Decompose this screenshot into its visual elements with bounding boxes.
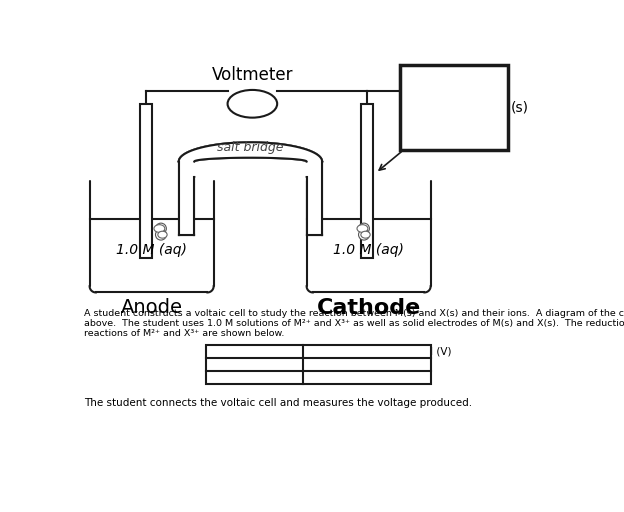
Ellipse shape [357, 225, 368, 232]
Circle shape [155, 223, 167, 234]
Text: +1.80: +1.80 [309, 373, 341, 382]
Text: 1.0 M (aq): 1.0 M (aq) [333, 243, 404, 257]
Text: 1.0 M (aq): 1.0 M (aq) [116, 243, 187, 257]
Circle shape [359, 229, 369, 240]
Bar [140, 104, 152, 258]
Text: Cathode: Cathode [316, 298, 421, 318]
Text: Voltmeter: Voltmeter [212, 66, 293, 84]
Circle shape [359, 223, 369, 234]
Bar [206, 345, 431, 384]
Bar [361, 104, 373, 258]
Ellipse shape [228, 90, 277, 118]
Text: (s): (s) [510, 101, 529, 115]
Text: reactions of M²⁺ and X³⁺ are shown below.: reactions of M²⁺ and X³⁺ are shown below… [84, 329, 285, 338]
Text: salt bridge: salt bridge [217, 141, 284, 154]
Text: −0.35: −0.35 [309, 359, 341, 370]
Ellipse shape [158, 231, 167, 238]
Text: Reduction reaction: Reduction reaction [205, 346, 303, 356]
Text: M²⁺ + 2 e⁻ → M(s): M²⁺ + 2 e⁻ → M(s) [210, 359, 303, 370]
Polygon shape [178, 142, 322, 234]
Text: above.  The student uses 1.0 M solutions of M²⁺ and X³⁺ as well as solid electro: above. The student uses 1.0 M solutions … [84, 319, 624, 328]
Bar [399, 66, 508, 150]
Ellipse shape [361, 231, 370, 238]
Circle shape [155, 229, 167, 240]
Text: The student connects the voltaic cell and measures the voltage produced.: The student connects the voltaic cell an… [84, 398, 472, 408]
Text: A student constructs a voltaic cell to study the reaction between M(s) and X(s) : A student constructs a voltaic cell to s… [84, 309, 624, 318]
Ellipse shape [154, 225, 165, 232]
Text: Anode: Anode [120, 298, 183, 317]
Text: X³⁺ + 3 e⁻ → X(s): X³⁺ + 3 e⁻ → X(s) [210, 373, 300, 382]
Text: Standard Reduction Potential (V): Standard Reduction Potential (V) [281, 346, 452, 356]
